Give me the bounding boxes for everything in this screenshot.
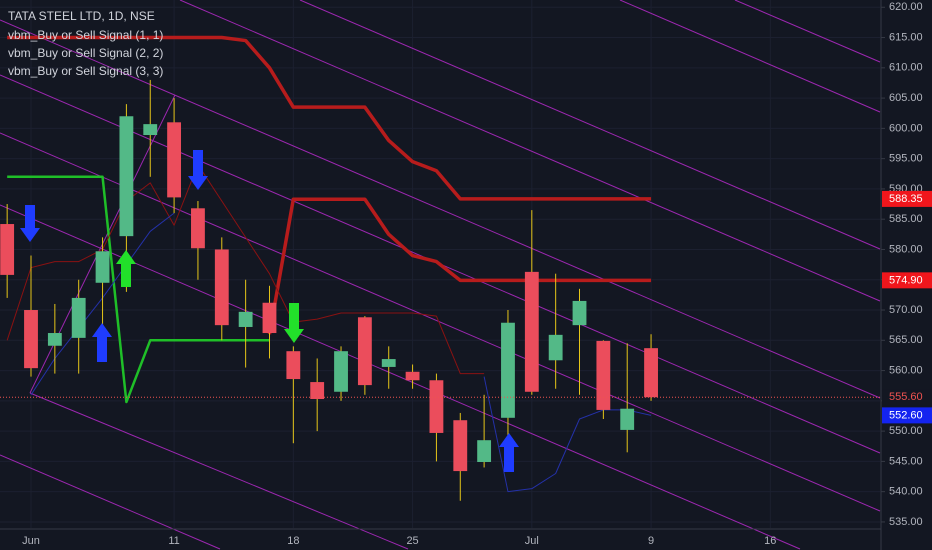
channel-line (0, 132, 881, 512)
sell-arrow (20, 205, 40, 242)
candle-body (47, 333, 62, 346)
y-tick-label: 545.00 (889, 455, 923, 467)
legend-entry: vbm_Buy or Sell Signal (3, 3) (8, 64, 163, 78)
legend: TATA STEEL LTD, 1D, NSE vbm_Buy or Sell … (8, 9, 163, 78)
price-label-box (882, 407, 932, 424)
y-tick-label: 560.00 (889, 364, 923, 376)
candle-body (71, 297, 86, 338)
price-label-box (882, 389, 932, 406)
indicator-line (7, 175, 270, 404)
candle-body (453, 420, 468, 472)
candle-body (334, 351, 348, 392)
candle-body (286, 351, 301, 380)
candle-body (501, 322, 515, 418)
legend-entry: vbm_Buy or Sell Signal (2, 2) (8, 46, 163, 60)
price-label: 552.60 (889, 409, 923, 421)
candle-body (238, 311, 253, 327)
candle-body (644, 348, 658, 398)
indicator-line (267, 197, 652, 335)
price-label: 574.90 (889, 274, 923, 286)
y-tick-label: 615.00 (889, 31, 923, 43)
y-tick-label: 570.00 (889, 304, 923, 316)
candle-body (357, 317, 372, 386)
candle-body (191, 208, 205, 249)
indicator-line (7, 35, 652, 201)
candle-body (310, 382, 325, 400)
chart-title: TATA STEEL LTD, 1D, NSE (8, 9, 155, 23)
channel-line (179, 0, 881, 302)
x-tick-label: 25 (406, 535, 418, 547)
buy-arrow (499, 433, 519, 472)
candle-body (405, 371, 420, 381)
x-tick-label: 9 (648, 535, 654, 547)
price-label: 555.60 (889, 391, 923, 403)
x-tick-label: 18 (287, 535, 299, 547)
channel-line (619, 0, 881, 113)
channel-line (734, 0, 881, 63)
legend-entry: vbm_Buy or Sell Signal (1, 1) (8, 28, 163, 42)
candle-body (548, 334, 563, 361)
y-tick-label: 600.00 (889, 122, 923, 134)
channel-line (299, 0, 881, 250)
x-tick-label: Jun (22, 535, 40, 547)
candle-body (119, 116, 134, 237)
candle-body (24, 310, 38, 369)
y-tick-label: 585.00 (889, 213, 923, 225)
candle-body (143, 124, 158, 136)
candle-body (167, 122, 182, 198)
candle-body (214, 249, 229, 326)
candle-body (0, 224, 15, 275)
x-tick-label: 11 (168, 535, 179, 547)
candle-body (572, 300, 587, 326)
grid (0, 0, 880, 528)
y-tick-label: 565.00 (889, 334, 923, 346)
price-label-box (882, 190, 932, 207)
y-tick-label: 550.00 (889, 425, 923, 437)
candle-body (524, 271, 539, 392)
buy-arrow (92, 323, 112, 362)
sell-arrow (188, 150, 208, 190)
sell-arrow (284, 303, 304, 343)
candle-body (95, 251, 110, 283)
y-tick-label: 535.00 (889, 516, 923, 528)
indicator-line (6, 164, 485, 375)
candle-body (596, 340, 611, 410)
x-tick-label: Jul (525, 535, 539, 547)
candles (0, 79, 658, 501)
x-tick-label: 16 (764, 535, 776, 547)
signal-arrows (20, 150, 519, 472)
y-tick-label: 605.00 (889, 92, 923, 104)
y-tick-label: 540.00 (889, 486, 923, 498)
y-tick-label: 620.00 (889, 1, 923, 13)
candle-body (429, 380, 444, 433)
price-labels: 588.35 574.90 555.60 552.60 (0, 190, 932, 424)
channel-line (0, 454, 221, 550)
channel-line (29, 392, 409, 550)
y-tick-label: 595.00 (889, 153, 923, 165)
price-label-box (882, 272, 932, 289)
buy-arrow (116, 250, 136, 287)
channel-line (0, 19, 881, 399)
candle-body (262, 302, 277, 334)
price-label: 588.35 (889, 193, 923, 205)
candle-body (620, 408, 635, 430)
y-tick-label: 580.00 (889, 243, 923, 255)
y-tick-label: 610.00 (889, 62, 923, 74)
candle-body (381, 359, 396, 367)
candle-body (477, 440, 492, 462)
